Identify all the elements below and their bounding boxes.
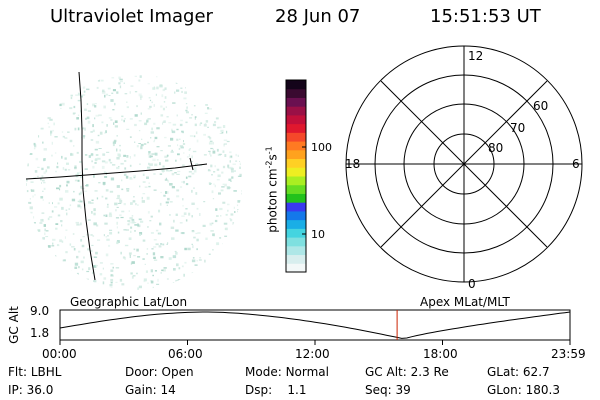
flt-value: LBHL [30,365,62,379]
dsp-value: 1.1 [287,383,307,397]
colorbar-band [286,88,306,98]
timeline-y-tick-1-8: 1.8 [30,326,50,340]
colorbar-band [286,114,306,125]
unit-exponent-1: -2 [264,160,274,169]
status-gcalt: GC Alt: 2.3 Re [365,365,449,379]
colorbar-band [286,193,306,203]
status-seq: Seq: 39 [365,383,411,397]
colorbar-band [286,176,306,186]
lat-label-80: 80 [488,141,503,155]
mlt-label-12: 12 [468,49,483,63]
dsp-label: Dsp: [245,383,273,397]
colorbar-band [286,80,306,90]
colorbar-band [286,254,306,264]
seq-label: Seq: [365,383,392,397]
timeline-plot [59,309,571,345]
ip-value: 36.0 [26,383,54,397]
colorbar-gradient [286,80,306,273]
status-glat: GLat: 62.7 [487,365,550,379]
mlt-label-6: 6 [572,157,580,171]
unit-s: s [265,154,280,161]
colorbar-band [286,237,306,247]
parallel-line [25,163,208,180]
status-door: Door: Open [125,365,194,379]
gain-label: Gain: [125,383,157,397]
mlt-label-0: 0 [468,277,476,291]
timeline-left-title: Geographic Lat/Lon [70,295,188,309]
ip-label: IP: [8,383,23,397]
mlt-label-18: 18 [345,157,360,171]
gain-value: 14 [160,383,176,397]
x-tick-06: 06:00 [168,347,203,361]
colorbar-band [286,202,306,212]
unit-text: photon cm [265,168,280,233]
x-tick-2359: 23:59 [551,347,586,361]
lat-label-70: 70 [510,121,525,135]
status-flt: Flt: LBHL [8,365,61,379]
x-tick-18: 18:00 [423,347,458,361]
x-tick-00: 00:00 [42,347,77,361]
glon-label: GLon: [487,383,522,397]
colorbar-band [286,123,306,133]
gcalt-label: GC Alt: [365,365,407,379]
colorbar-band [286,158,306,168]
status-dsp: Dsp: 1.1 [245,383,307,397]
glat-label: GLat: [487,365,520,379]
geographic-image-panel [25,71,242,290]
colorbar-band [286,97,306,107]
colorbar-band [286,184,306,194]
instrument-title: Ultraviolet Imager [50,6,213,27]
status-ip: IP: 36.0 [8,383,53,397]
unit-exponent-2: -1 [264,146,274,155]
colorbar-band [286,245,306,256]
colorbar-band [286,228,306,238]
colorbar-band [286,219,306,229]
colorbar-band [286,167,306,177]
timeline-right-title: Apex MLat/MLT [420,295,510,309]
timeline-y-tick-9: 9.0 [30,304,50,318]
aurora-speckle-field [26,75,242,290]
seq-value: 39 [395,383,411,397]
mode-value: Normal [285,365,329,379]
date-label: 28 Jun 07 [275,6,361,27]
colorbar-band [286,106,306,116]
status-mode: Mode: Normal [245,365,329,379]
altitude-curve [59,311,571,339]
colorbar-band [286,141,306,151]
colorbar-unit-label: photon cm-2s-1 [265,130,280,250]
glat-value: 62.7 [522,365,550,379]
colorbar: 100 10 [285,79,332,273]
colorbar-band [286,149,306,160]
status-gain: Gain: 14 [125,383,176,397]
colorbar-band [286,132,306,142]
glon-value: 180.3 [525,383,560,397]
parallel-end-tick [189,157,194,171]
colorbar-tick-100: 100 [311,141,332,154]
door-value: Open [161,365,194,379]
time-label: 15:51:53 UT [430,6,541,27]
x-tick-12: 12:00 [295,347,330,361]
timeline-y-label: GC Alt [7,306,21,344]
polar-plot: 12 6 0 18 60 70 80 [345,45,583,291]
status-glon: GLon: 180.3 [487,383,560,397]
colorbar-band [286,210,306,221]
colorbar-tick-10: 10 [311,228,325,241]
flt-label: Flt: [8,365,27,379]
gcalt-value: 2.3 Re [410,365,449,379]
door-label: Door: [125,365,158,379]
colorbar-band [286,263,306,273]
mode-label: Mode: [245,365,282,379]
lat-label-60: 60 [533,99,548,113]
